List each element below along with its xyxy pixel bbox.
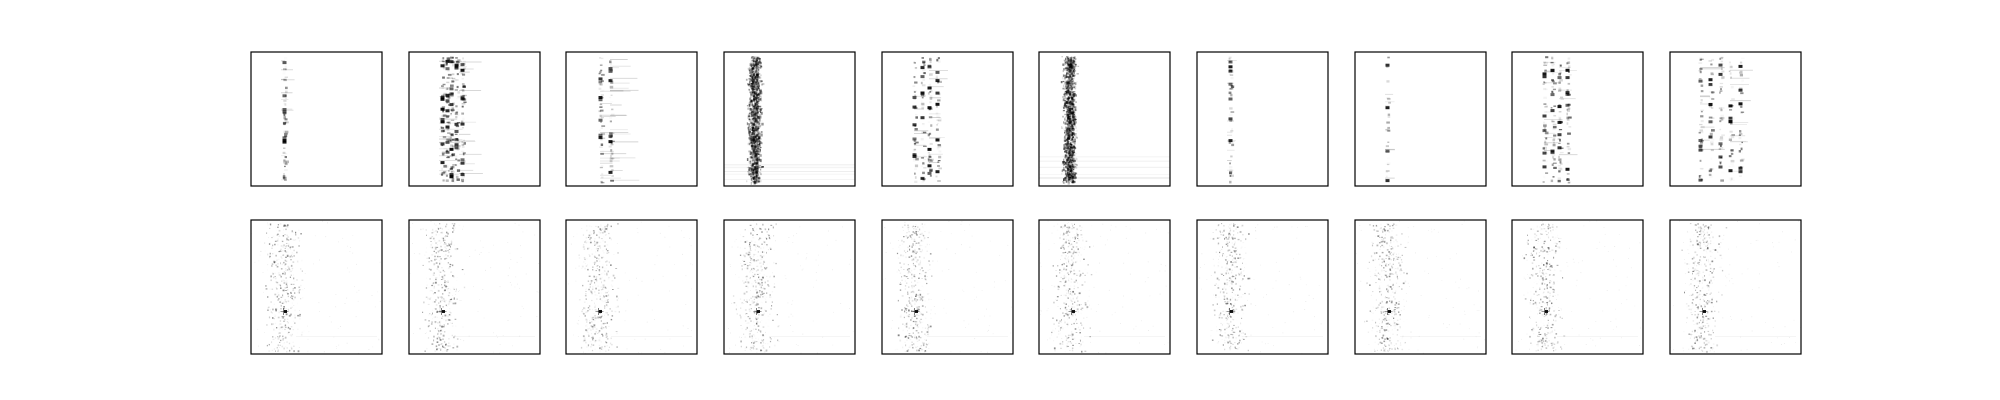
panel-frame [408,219,541,355]
panel-frame [565,219,698,355]
panel-image [439,56,483,183]
panel-background [724,220,855,354]
panel-r2-c4 [723,219,856,355]
panel-frame [881,219,1014,355]
panel-frame [1669,51,1802,187]
panel-r2-c5 [881,219,1014,355]
panel-r2-c6 [1038,219,1171,355]
panel-frame [1038,51,1171,187]
panel-r1-c6 [1038,51,1171,187]
panel-r2-c10 [1669,219,1802,355]
panel-image [1199,223,1329,354]
panel-r1-c10 [1669,51,1802,187]
panel-r2-c2 [408,219,541,355]
panel-image [882,221,1012,354]
panel-frame [1511,51,1644,187]
panel-frame [1196,51,1329,187]
panel-image [1039,56,1170,185]
panel-background [409,52,540,186]
panel-image [251,220,383,355]
panel-image [1039,220,1169,354]
panel-frame [250,51,383,187]
panel-frame [723,51,856,187]
panel-background [724,52,855,186]
panel-r2-c1 [250,219,383,355]
panel-frame [1354,51,1487,187]
panel-background [1670,52,1801,186]
panel-image [1355,220,1486,354]
panel-background [1512,220,1643,354]
panel-r1-c4 [723,51,856,187]
panel-image [728,220,854,354]
panel-background [882,220,1013,354]
panel-background [251,220,382,354]
panel-image [724,56,855,185]
panel-image [409,221,540,355]
panel-background [409,220,540,354]
panel-r1-c9 [1511,51,1644,187]
panel-r1-c7 [1196,51,1329,187]
panel-background [1355,52,1486,186]
panel-r1-c2 [408,51,541,187]
panel-background [566,220,697,354]
panel-frame [565,51,698,187]
panel-r2-c8 [1354,219,1487,355]
panel-background [251,52,382,186]
panel-image [1515,220,1641,355]
panel-background [1670,220,1801,354]
panel-r1-c3 [565,51,698,187]
panel-image [1698,56,1753,182]
panel-background [882,52,1013,186]
panel-image [1542,56,1578,184]
panel-image [1670,220,1801,353]
panel-frame [1038,219,1171,355]
panel-frame [723,219,856,355]
panel-frame [1354,219,1487,355]
panel-r2-c3 [565,219,698,355]
panel-r2-c7 [1196,219,1329,355]
panel-image [1227,56,1237,184]
panel-background [1355,220,1486,354]
panel-background [1512,52,1643,186]
panel-image [912,57,948,183]
panel-r1-c1 [250,51,383,187]
panel-frame [408,51,541,187]
panel-image [568,221,698,354]
panel-background [1039,52,1170,186]
panel-frame [1196,219,1329,355]
panel-frame [1511,219,1644,355]
panel-frame [881,51,1014,187]
panel-image [598,57,640,184]
panel-image [281,60,295,181]
panel-background [1039,220,1170,354]
panel-background [566,52,697,186]
panel-image [1385,56,1395,183]
panel-r1-c8 [1354,51,1487,187]
panel-background [1197,220,1328,354]
panel-r1-c5 [881,51,1014,187]
panel-frame [1669,219,1802,355]
panel-r2-c9 [1511,219,1644,355]
panel-background [1197,52,1328,186]
panel-frame [250,219,383,355]
